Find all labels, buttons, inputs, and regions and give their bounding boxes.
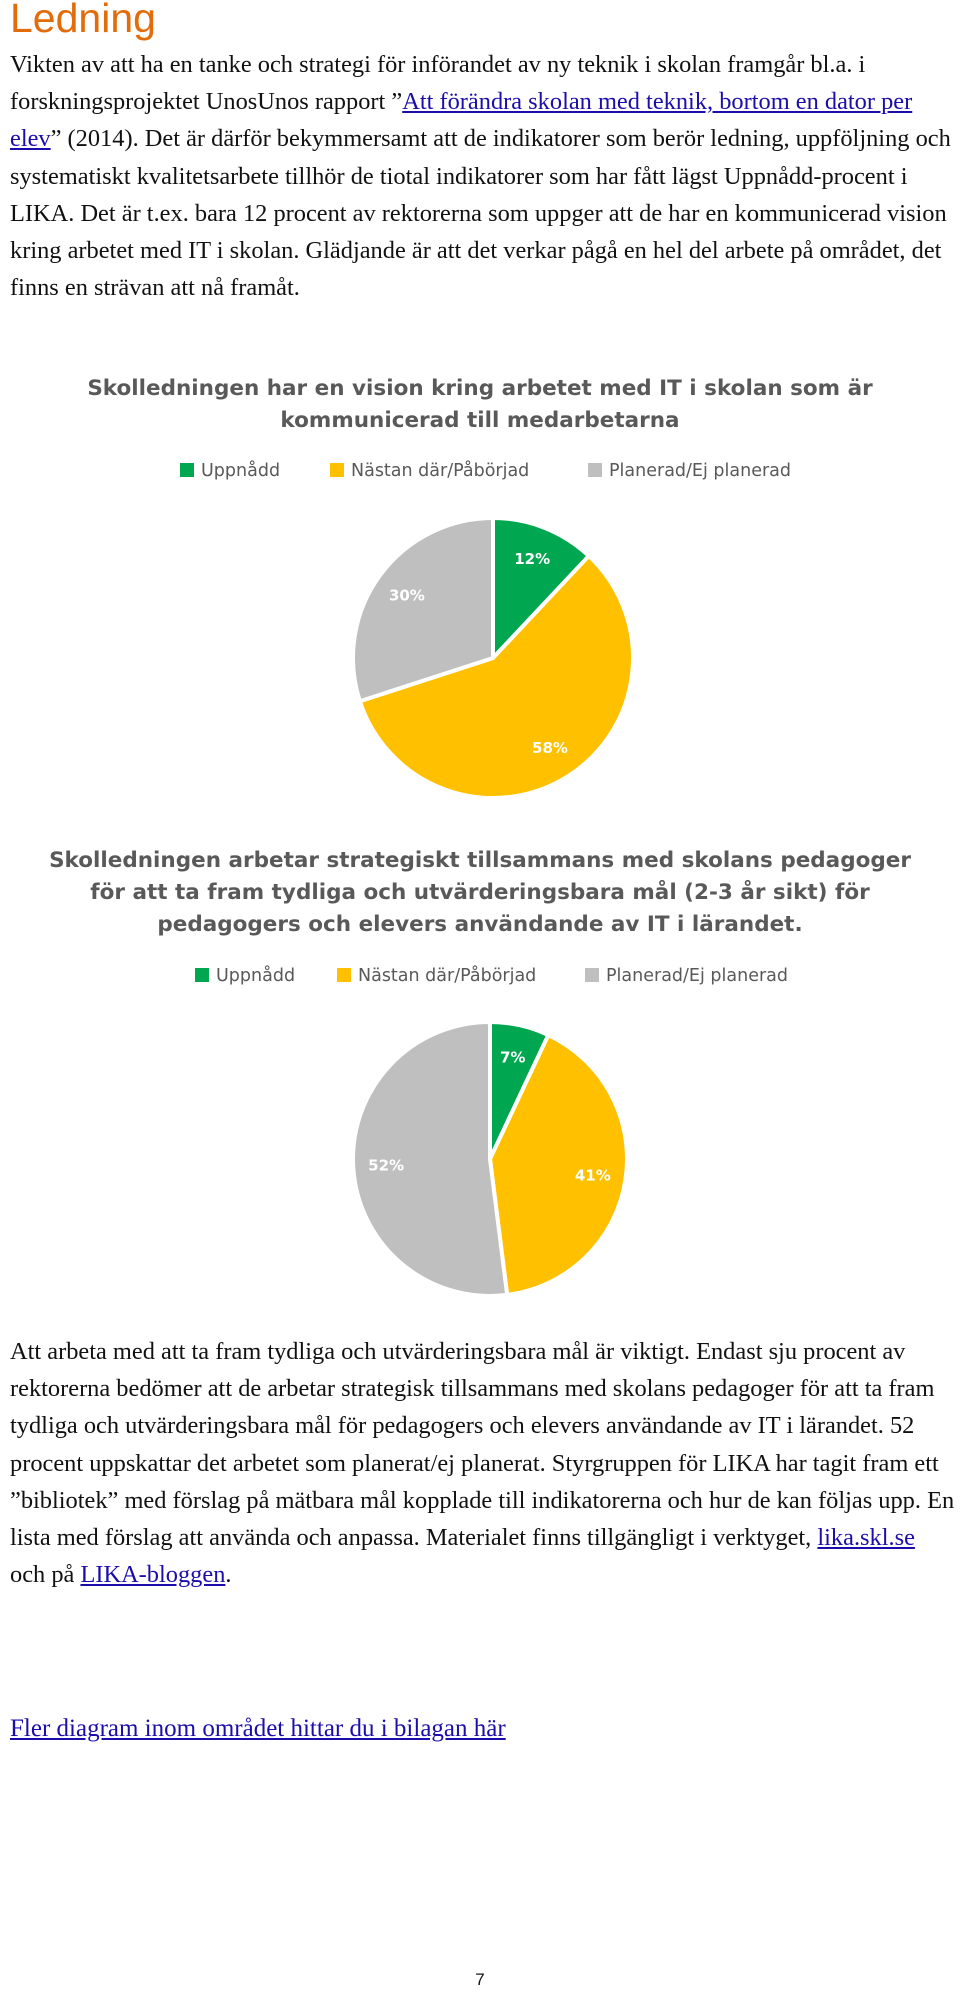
legend-swatch [330, 463, 344, 477]
report-link[interactable]: Att förändra skolan med teknik, bortom e… [10, 88, 913, 153]
slice-nastan-dar [357, 553, 635, 800]
pie-labels: 7% 41% 52% [368, 1048, 611, 1184]
slice-nastan-dar [488, 1033, 629, 1295]
chart-legend: Uppnådd Nästan där/Påbörjad Planerad/Ej pl… [195, 965, 788, 986]
section-heading: Ledning [10, 0, 156, 41]
vision-pie-chart: Skolledningen har en vision kring arbete… [87, 376, 873, 800]
pie-slices [351, 516, 635, 800]
intro-text-end: ” (2014). Det är därför bekymmersamt att… [10, 125, 951, 302]
slice-uppnadd [491, 516, 591, 660]
label-uppnadd: 7% [500, 1048, 525, 1066]
slice-planerad [351, 516, 495, 704]
label-planerad: 30% [389, 587, 425, 605]
legend-uppnadd: Uppnådd [180, 460, 280, 481]
goals-text: Att arbeta med att ta fram tydliga och u… [10, 1338, 955, 1552]
intro-text-start: Vikten av att ha en tanke och strategi f… [10, 51, 866, 116]
more-charts-link[interactable]: Fler diagram inom området hittar du i bi… [10, 1715, 506, 1742]
legend-label: Planerad/Ej planerad [606, 966, 788, 986]
label-uppnadd: 12% [514, 550, 550, 568]
label-nastan-dar: 58% [532, 739, 568, 757]
lika-blog-link[interactable]: LIKA-bloggen [80, 1561, 226, 1589]
chart-title-line: kommunicerad till medarbetarna [280, 408, 679, 433]
legend-uppnadd: Uppnådd [195, 965, 295, 986]
legend-label: Uppnådd [216, 965, 295, 986]
chart-title-line: Skolledningen har en vision kring arbete… [87, 376, 873, 401]
label-planerad: 52% [368, 1157, 404, 1175]
legend-label: Uppnådd [201, 460, 280, 481]
chart-title-line: Skolledningen arbetar strategiskt tillsa… [49, 848, 911, 873]
legend-planerad: Planerad/Ej planerad [588, 461, 791, 481]
legend-label: Nästan där/Påbörjad [358, 965, 536, 986]
legend-nastan-dar: Nästan där/Påbörjad [337, 965, 536, 986]
legend-swatch [337, 968, 351, 982]
legend-nastan-dar: Nästan där/Påbörjad [330, 460, 529, 481]
goals-text-end: . [225, 1561, 232, 1589]
goals-paragraph: Att arbeta med att ta fram tydliga och u… [10, 1333, 955, 1593]
legend-swatch [588, 463, 602, 477]
legend-swatch [180, 463, 194, 477]
chart-title-line: för att ta fram tydliga och utvärderings… [90, 879, 870, 905]
lika-tool-link[interactable]: lika.skl.se [817, 1524, 915, 1552]
pie-labels: 12% 58% 30% [389, 550, 568, 757]
legend-label: Planerad/Ej planerad [609, 461, 791, 481]
chart-title: Skolledningen arbetar strategiskt tillsa… [49, 848, 911, 937]
legend-swatch [585, 968, 599, 982]
page-number: 7 [475, 1970, 485, 1989]
strategy-pie-chart: Skolledningen arbetar strategiskt tillsa… [49, 848, 911, 1295]
chart-legend: Uppnådd Nästan där/Påbörjad Planerad/Ej pl… [180, 460, 791, 481]
legend-swatch [195, 968, 209, 982]
slice-planerad [351, 1020, 510, 1295]
label-nastan-dar: 41% [575, 1166, 611, 1184]
chart-title-line: pedagogers och elevers användande av IT … [157, 912, 802, 937]
legend-planerad: Planerad/Ej planerad [585, 966, 788, 986]
goals-text-middle: och på [10, 1561, 81, 1589]
legend-label: Nästan där/Påbörjad [351, 460, 529, 481]
intro-paragraph: Vikten av att ha en tanke och strategi f… [10, 46, 955, 306]
chart-title: Skolledningen har en vision kring arbete… [87, 376, 873, 433]
pie-slices [351, 1020, 629, 1295]
